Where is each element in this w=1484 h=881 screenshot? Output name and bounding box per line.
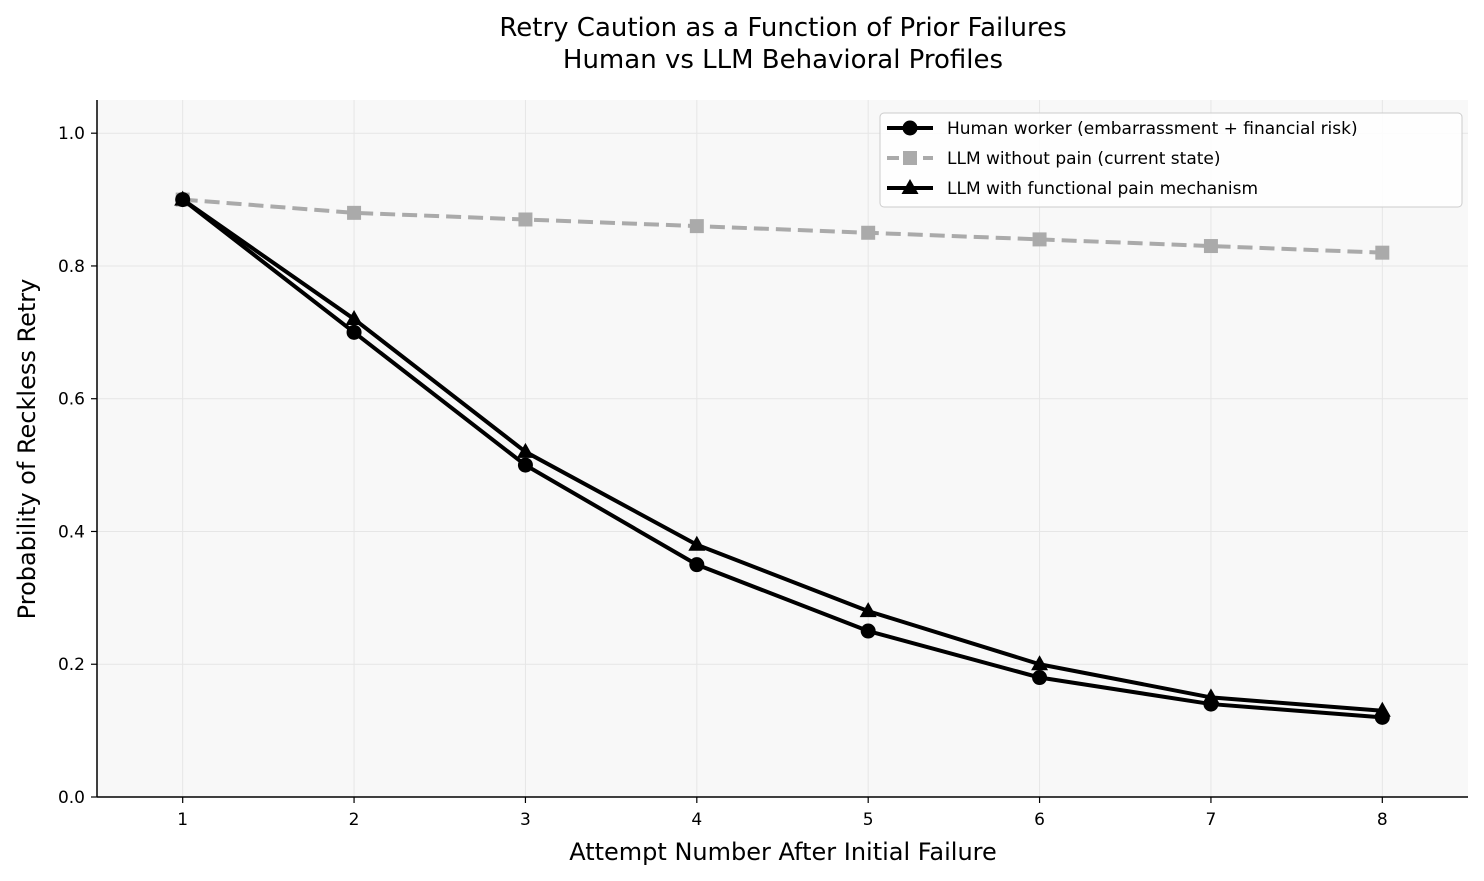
data-point-1 — [861, 225, 876, 240]
x-tick-label: 3 — [520, 810, 531, 830]
data-point-2 — [1202, 688, 1220, 704]
data-point-2 — [1031, 655, 1049, 671]
y-axis-label: Probability of Reckless Retry — [13, 279, 41, 620]
y-tick-label: 0.0 — [58, 788, 85, 808]
series-line-0 — [181, 197, 1383, 720]
y-tick-label: 0.6 — [58, 390, 85, 410]
data-point-1 — [689, 219, 704, 234]
data-point-1 — [1375, 245, 1390, 260]
data-point-2 — [688, 535, 706, 551]
plot-area — [97, 100, 1468, 797]
data-point-1 — [1203, 239, 1218, 254]
legend-label: LLM with functional pain mechanism — [947, 179, 1258, 199]
x-tick-label: 7 — [1206, 810, 1217, 830]
y-tick-label: 0.4 — [58, 522, 85, 542]
data-point-0 — [1032, 670, 1048, 686]
legend-label: Human worker (embarrassment + financial … — [947, 119, 1358, 139]
legend-marker — [903, 151, 917, 165]
data-point-2 — [1373, 701, 1391, 717]
data-point-1 — [518, 212, 533, 227]
data-point-1 — [1032, 232, 1047, 247]
data-point-2 — [516, 442, 534, 458]
legend-marker — [901, 179, 919, 194]
legend-marker — [902, 120, 918, 136]
x-tick-label: 1 — [177, 810, 188, 830]
y-tick-label: 1.0 — [58, 124, 85, 144]
legend-label: LLM without pain (current state) — [947, 149, 1221, 169]
data-point-0 — [346, 324, 362, 340]
x-tick-label: 6 — [1034, 810, 1045, 830]
x-tick-label: 5 — [863, 810, 874, 830]
x-tick-label: 4 — [691, 810, 702, 830]
data-point-0 — [860, 623, 876, 639]
data-point-2 — [174, 190, 192, 206]
series-line-2 — [181, 197, 1383, 713]
series-line-1 — [182, 197, 1383, 255]
chart-title: Retry Caution as a Function of Prior Fai… — [499, 13, 1066, 43]
data-point-2 — [345, 310, 363, 326]
data-point-1 — [347, 205, 362, 220]
legend: Human worker (embarrassment + financial … — [879, 112, 1463, 208]
data-point-2 — [859, 602, 877, 618]
data-point-0 — [517, 457, 533, 473]
x-axis-label: Attempt Number After Initial Failure — [569, 838, 997, 866]
y-tick-label: 0.8 — [58, 257, 85, 277]
x-tick-label: 2 — [349, 810, 360, 830]
chart-subtitle: Human vs LLM Behavioral Profiles — [563, 45, 1003, 75]
y-tick-label: 0.2 — [58, 655, 85, 675]
axes: 1 2 3 4 5 6 7 8 0.0 0.2 0.4 0.6 0.8 1.0 — [58, 100, 1468, 830]
legend-box — [879, 112, 1463, 208]
series-group — [174, 190, 1391, 725]
data-point-0 — [689, 557, 705, 573]
x-tick-label: 8 — [1377, 810, 1388, 830]
